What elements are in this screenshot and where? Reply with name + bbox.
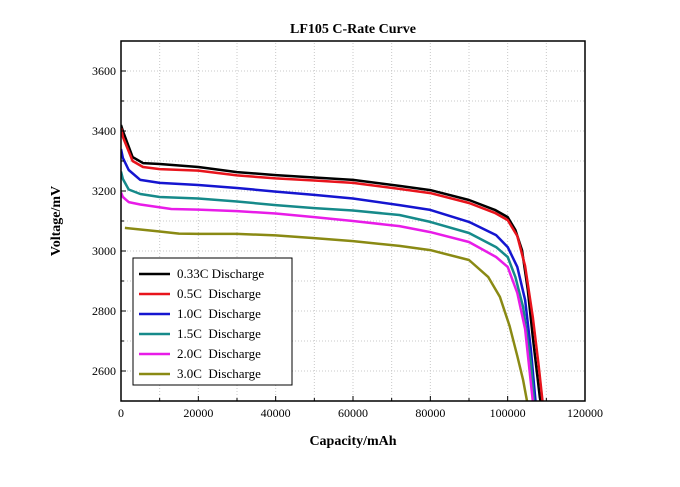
legend-label: 1.0C Discharge bbox=[177, 306, 261, 321]
x-tick-label: 120000 bbox=[567, 406, 603, 420]
series-lines bbox=[121, 124, 544, 401]
x-axis-label: Capacity/mAh bbox=[309, 434, 396, 449]
y-tick-label: 2600 bbox=[92, 364, 116, 378]
series-line-3 bbox=[121, 171, 536, 401]
x-tick-label: 0 bbox=[118, 406, 124, 420]
y-tick-label: 3000 bbox=[92, 244, 116, 258]
legend-box bbox=[132, 257, 293, 386]
y-axis-label: Voltage/mV bbox=[49, 186, 64, 256]
legend-label: 0.33C Discharge bbox=[177, 266, 264, 281]
legend-label: 2.0C Discharge bbox=[177, 346, 261, 361]
legend: 0.33C Discharge 0.5C Discharge 1.0C Discha… bbox=[132, 257, 293, 386]
x-tick-label: 100000 bbox=[490, 406, 526, 420]
y-tick-label: 2800 bbox=[92, 304, 116, 318]
series-line-2 bbox=[121, 148, 537, 401]
x-tick-label: 40000 bbox=[261, 406, 291, 420]
legend-label: 1.5C Discharge bbox=[177, 326, 261, 341]
series-line-1 bbox=[121, 127, 544, 401]
series-line-4 bbox=[121, 192, 535, 401]
y-tick-label: 3400 bbox=[92, 124, 116, 138]
axis-ticks: 0 20000 40000 60000 80000 100000 120000 2600 280… bbox=[92, 64, 603, 420]
legend-label: 0.5C Discharge bbox=[177, 286, 261, 301]
x-tick-label: 60000 bbox=[338, 406, 368, 420]
series-line-5 bbox=[124, 226, 529, 401]
legend-label: 3.0C Discharge bbox=[177, 366, 261, 381]
chart-title: LF105 C-Rate Curve bbox=[290, 22, 416, 37]
x-tick-label: 80000 bbox=[415, 406, 445, 420]
y-tick-label: 3600 bbox=[92, 64, 116, 78]
x-tick-label: 20000 bbox=[183, 406, 213, 420]
y-tick-label: 3200 bbox=[92, 184, 116, 198]
